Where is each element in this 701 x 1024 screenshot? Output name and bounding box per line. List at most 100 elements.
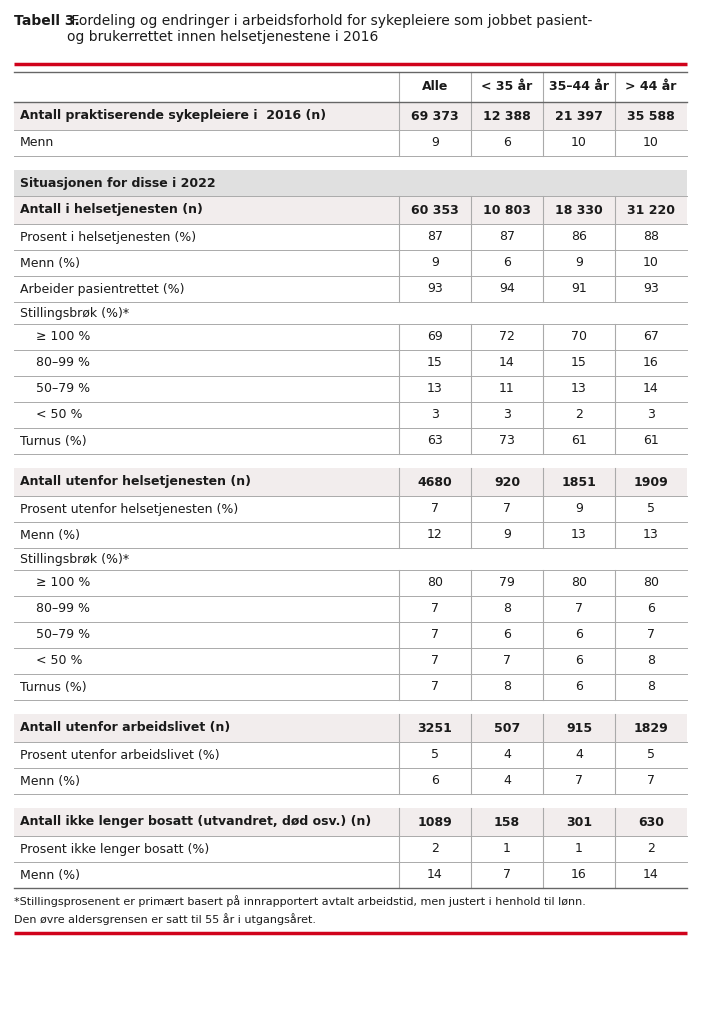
Bar [14, 862, 687, 888]
Text: 915: 915 [566, 722, 592, 734]
Text: 94: 94 [499, 283, 515, 296]
Bar [14, 648, 687, 674]
Text: 3251: 3251 [418, 722, 452, 734]
Text: 10: 10 [643, 136, 659, 150]
Text: 69: 69 [427, 331, 443, 343]
Text: 87: 87 [427, 230, 443, 244]
Text: Antall utenfor helsetjenesten (n): Antall utenfor helsetjenesten (n) [20, 475, 251, 488]
Text: 14: 14 [427, 868, 443, 882]
Text: 920: 920 [494, 475, 520, 488]
Text: 7: 7 [431, 629, 439, 641]
Text: 5: 5 [431, 749, 439, 762]
Text: Situasjonen for disse i 2022: Situasjonen for disse i 2022 [20, 176, 216, 189]
Text: 630: 630 [638, 815, 664, 828]
Bar [14, 808, 687, 836]
Text: 14: 14 [643, 868, 659, 882]
Text: 80–99 %: 80–99 % [36, 356, 90, 370]
Text: 16: 16 [643, 356, 659, 370]
Text: Stillingsbrøk (%)*: Stillingsbrøk (%)* [20, 306, 129, 319]
Text: 7: 7 [503, 503, 511, 515]
Text: 1: 1 [575, 843, 583, 855]
Text: 10 803: 10 803 [483, 204, 531, 216]
Text: 69 373: 69 373 [411, 110, 459, 123]
Bar [14, 350, 687, 376]
Text: > 44 år: > 44 år [625, 81, 676, 93]
Text: Prosent utenfor arbeidslivet (%): Prosent utenfor arbeidslivet (%) [20, 749, 219, 762]
Text: < 50 %: < 50 % [36, 409, 83, 422]
Text: 7: 7 [503, 654, 511, 668]
Bar [14, 324, 687, 350]
Text: 3: 3 [503, 409, 511, 422]
Text: Antall i helsetjenesten (n): Antall i helsetjenesten (n) [20, 204, 203, 216]
Text: 7: 7 [647, 629, 655, 641]
Text: 73: 73 [499, 434, 515, 447]
Bar [14, 428, 687, 454]
Bar [14, 302, 687, 324]
Text: 6: 6 [503, 136, 511, 150]
Text: 2: 2 [431, 843, 439, 855]
Bar [14, 196, 687, 224]
Text: 50–79 %: 50–79 % [36, 383, 90, 395]
Text: 1909: 1909 [634, 475, 668, 488]
Text: 80: 80 [571, 577, 587, 590]
Text: < 35 år: < 35 år [482, 81, 533, 93]
Bar [14, 376, 687, 402]
Bar [14, 794, 687, 808]
Text: 1089: 1089 [418, 815, 452, 828]
Bar [14, 454, 687, 468]
Text: 14: 14 [499, 356, 515, 370]
Text: 18 330: 18 330 [555, 204, 603, 216]
Bar [14, 700, 687, 714]
Bar [14, 674, 687, 700]
Text: 8: 8 [647, 654, 655, 668]
Bar [14, 130, 687, 156]
Text: 10: 10 [643, 256, 659, 269]
Text: 6: 6 [647, 602, 655, 615]
Text: 9: 9 [431, 136, 439, 150]
Text: 8: 8 [647, 681, 655, 693]
Text: 72: 72 [499, 331, 515, 343]
Text: 67: 67 [643, 331, 659, 343]
Text: 301: 301 [566, 815, 592, 828]
Text: Antall praktiserende sykepleiere i  2016 (n): Antall praktiserende sykepleiere i 2016 … [20, 110, 326, 123]
Text: 60 353: 60 353 [411, 204, 459, 216]
Text: 79: 79 [499, 577, 515, 590]
Bar [14, 276, 687, 302]
Text: 80–99 %: 80–99 % [36, 602, 90, 615]
Text: 8: 8 [503, 602, 511, 615]
Text: 15: 15 [427, 356, 443, 370]
Text: Tabell 3.: Tabell 3. [14, 14, 80, 28]
Text: 9: 9 [575, 503, 583, 515]
Text: 7: 7 [431, 602, 439, 615]
Text: Antall utenfor arbeidslivet (n): Antall utenfor arbeidslivet (n) [20, 722, 230, 734]
Text: Prosent utenfor helsetjenesten (%): Prosent utenfor helsetjenesten (%) [20, 503, 238, 515]
Text: 3: 3 [647, 409, 655, 422]
Bar [14, 72, 687, 102]
Bar [14, 836, 687, 862]
Text: 93: 93 [427, 283, 443, 296]
Text: Arbeider pasientrettet (%): Arbeider pasientrettet (%) [20, 283, 184, 296]
Text: Prosent ikke lenger bosatt (%): Prosent ikke lenger bosatt (%) [20, 843, 210, 855]
Text: 1829: 1829 [634, 722, 668, 734]
Text: Antall ikke lenger bosatt (utvandret, død osv.) (n): Antall ikke lenger bosatt (utvandret, dø… [20, 815, 372, 828]
Text: Menn (%): Menn (%) [20, 774, 80, 787]
Bar [14, 742, 687, 768]
Text: 6: 6 [575, 629, 583, 641]
Bar [14, 170, 687, 196]
Text: 2: 2 [575, 409, 583, 422]
Text: < 50 %: < 50 % [36, 654, 83, 668]
Text: 61: 61 [571, 434, 587, 447]
Text: ≥ 100 %: ≥ 100 % [36, 331, 90, 343]
Text: 1851: 1851 [562, 475, 597, 488]
Text: 9: 9 [431, 256, 439, 269]
Text: 7: 7 [575, 602, 583, 615]
Text: 507: 507 [494, 722, 520, 734]
Text: Turnus (%): Turnus (%) [20, 434, 87, 447]
Text: 86: 86 [571, 230, 587, 244]
Text: 91: 91 [571, 283, 587, 296]
Text: 13: 13 [643, 528, 659, 542]
Text: 7: 7 [431, 503, 439, 515]
Text: Turnus (%): Turnus (%) [20, 681, 87, 693]
Text: Alle: Alle [422, 81, 448, 93]
Text: 6: 6 [503, 629, 511, 641]
